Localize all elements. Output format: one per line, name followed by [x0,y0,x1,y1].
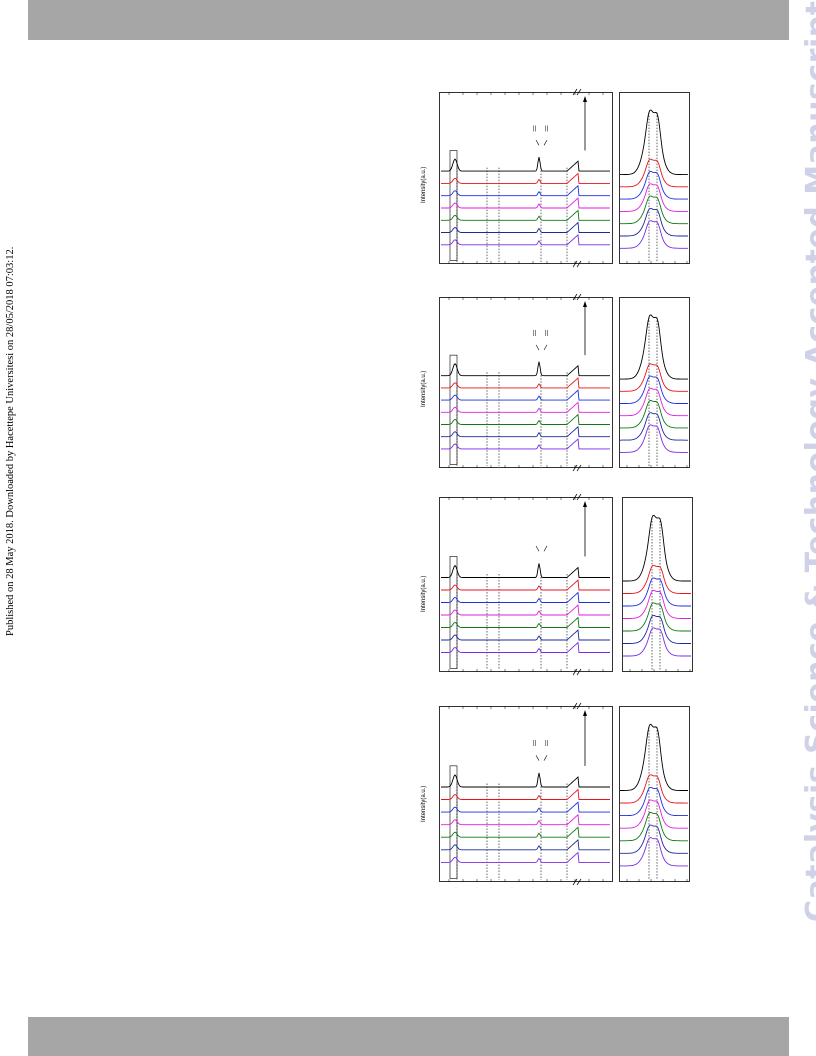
spectrum-trace [441,813,610,826]
zoom-trace [623,514,691,582]
zoom-trace [620,387,688,417]
zoom-trace [620,158,688,188]
zoom-trace [620,724,688,791]
spectrum-trace [441,591,610,603]
y-axis-label-4: Intensity(a.u.) [421,785,427,822]
spectrum-trace [441,209,610,221]
zoom-panel-1 [619,92,690,264]
zoom-trace [620,774,688,804]
spectrum-trace [441,579,610,591]
zoom-trace [620,207,688,237]
header-bar [28,0,789,40]
zoom-trace [620,799,688,829]
zoom-trace [620,363,688,392]
spectrum-trace [441,157,610,172]
spectrum-trace [441,233,610,246]
spectrum-trace [441,616,610,628]
spectrum-trace [441,197,610,209]
spectrum-trace [441,377,610,389]
spectrum-trace [441,801,610,813]
zoom-trace [620,314,688,380]
zoom-trace [623,627,691,657]
spectrum-trace [441,604,610,616]
spectrum-trace [441,563,610,578]
spectrum-trace [441,184,610,197]
zoom-trace [620,424,688,453]
zoom-trace [620,412,688,441]
peak-marker-1: || [533,126,537,132]
spectrum-panel-1: || || [439,88,613,268]
zoom-trace [620,400,688,429]
spectrum-trace [441,641,610,653]
spectrum-trace [441,425,610,438]
spectrum-panel-2: || || [439,293,613,472]
zoom-trace [620,220,688,249]
spectrum-trace [441,413,610,425]
zoom-trace [620,109,688,176]
spectrum-trace [441,221,610,233]
zoom-panel-4 [619,706,690,882]
zoom-trace [620,812,688,842]
zoom-panel-2 [619,297,690,468]
zoom-trace [620,195,688,225]
zoom-trace [623,602,691,632]
accepted-manuscript-watermark: Catalysis Science & Technology Accepted … [800,0,816,922]
spectrum-trace [441,629,610,641]
peak-marker-2: || [545,331,549,337]
zoom-trace [620,786,688,817]
y-axis-label-1: Intensity(a.u.) [421,166,427,203]
zoom-trace [620,171,688,200]
footer-bar [28,1017,789,1056]
publication-note: Published on 28 May 2018. Downloaded by … [5,246,16,636]
spectrum-trace [441,401,610,413]
zoom-trace [620,837,688,867]
spectrum-trace [441,788,610,800]
spectrum-trace [441,389,610,401]
spectrum-trace [441,838,610,851]
peak-marker-1: || [533,331,537,337]
zoom-trace [623,577,691,607]
spectrum-panel-4: || || [439,702,613,886]
zoom-trace [620,824,688,854]
zoom-trace [620,375,688,404]
y-axis-label-3: Intensity(a.u.) [421,575,427,612]
spectrum-trace [441,772,610,788]
spectrum-trace [441,826,610,838]
peak-marker-1: || [533,741,537,747]
peak-marker-2: || [545,741,549,747]
zoom-trace [623,564,691,594]
spectrum-trace [441,361,610,377]
zoom-trace [623,614,691,644]
spectrum-panel-3 [439,493,613,676]
spectrum-trace [441,438,610,450]
spectrum-trace [441,851,610,863]
y-axis-label-2: Intensity(a.u.) [421,370,427,407]
peak-marker-2: || [545,126,549,132]
zoom-trace [620,183,688,212]
zoom-panel-3 [622,497,693,672]
spectrum-trace [441,172,610,184]
zoom-trace [623,589,691,619]
